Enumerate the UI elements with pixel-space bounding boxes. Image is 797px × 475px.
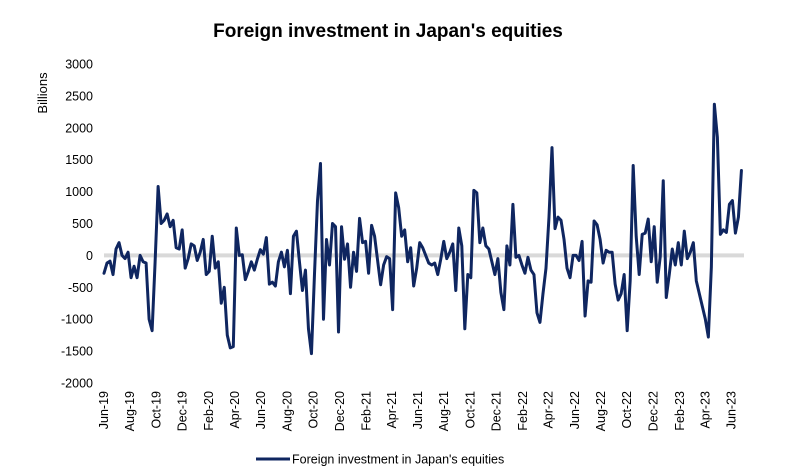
x-tick-label: Apr-23 [698, 391, 712, 429]
y-axis-ticks: -2000 -1500 -1000 -500 0 500 1000 1500 2000 2500 3… [61, 58, 93, 391]
x-tick-label: Jun-23 [725, 391, 739, 429]
x-tick-label: Aug-20 [280, 391, 294, 431]
x-tick-label: Dec-20 [333, 391, 347, 431]
x-tick-label: Feb-21 [359, 391, 373, 431]
x-tick-label: Jun-19 [97, 391, 111, 429]
x-tick-label: Jun-20 [254, 391, 268, 429]
x-tick-label: Feb-20 [202, 391, 216, 431]
x-tick-label: Oct-22 [620, 391, 634, 429]
y-tick-label: 3000 [65, 58, 93, 72]
y-tick-label: 2500 [65, 89, 93, 103]
x-tick-label: Jun-21 [411, 391, 425, 429]
x-tick-label: Oct-19 [149, 391, 163, 429]
y-tick-label: -1000 [61, 313, 93, 327]
series-layer [102, 102, 743, 356]
x-tick-label: Aug-21 [437, 391, 451, 431]
legend-label: Foreign investment in Japan's equities [292, 453, 504, 467]
x-tick-label: Apr-20 [228, 391, 242, 429]
y-tick-label: 0 [86, 249, 93, 263]
x-tick-label: Dec-22 [646, 391, 660, 431]
x-tick-label: Aug-22 [594, 391, 608, 431]
y-tick-label: 2000 [65, 121, 93, 135]
y-tick-label: 500 [72, 217, 93, 231]
x-tick-label: Dec-21 [490, 391, 504, 431]
y-tick-label: -2000 [61, 377, 93, 391]
x-tick-label: Apr-21 [385, 391, 399, 429]
chart-title: Foreign investment in Japan's equities [213, 21, 563, 42]
x-tick-label: Feb-23 [673, 391, 687, 431]
y-axis-label: Billions [35, 72, 50, 114]
y-tick-label: -1500 [61, 345, 93, 359]
y-tick-label: 1000 [65, 185, 93, 199]
y-tick-label: 1500 [65, 153, 93, 167]
x-tick-label: Oct-20 [307, 391, 321, 429]
x-tick-label: Apr-22 [542, 391, 556, 429]
y-tick-label: -500 [68, 281, 93, 295]
series-line [102, 102, 743, 356]
x-tick-label: Oct-21 [463, 391, 477, 429]
legend: Foreign investment in Japan's equities [256, 453, 504, 467]
x-tick-label: Jun-22 [568, 391, 582, 429]
x-axis-ticks: Jun-19 Aug-19 Oct-19 Dec-19 Feb-20 Apr-20 Jun-… [97, 391, 739, 431]
x-tick-label: Aug-19 [123, 391, 137, 431]
x-tick-label: Feb-22 [516, 391, 530, 431]
x-tick-label: Dec-19 [176, 391, 190, 431]
